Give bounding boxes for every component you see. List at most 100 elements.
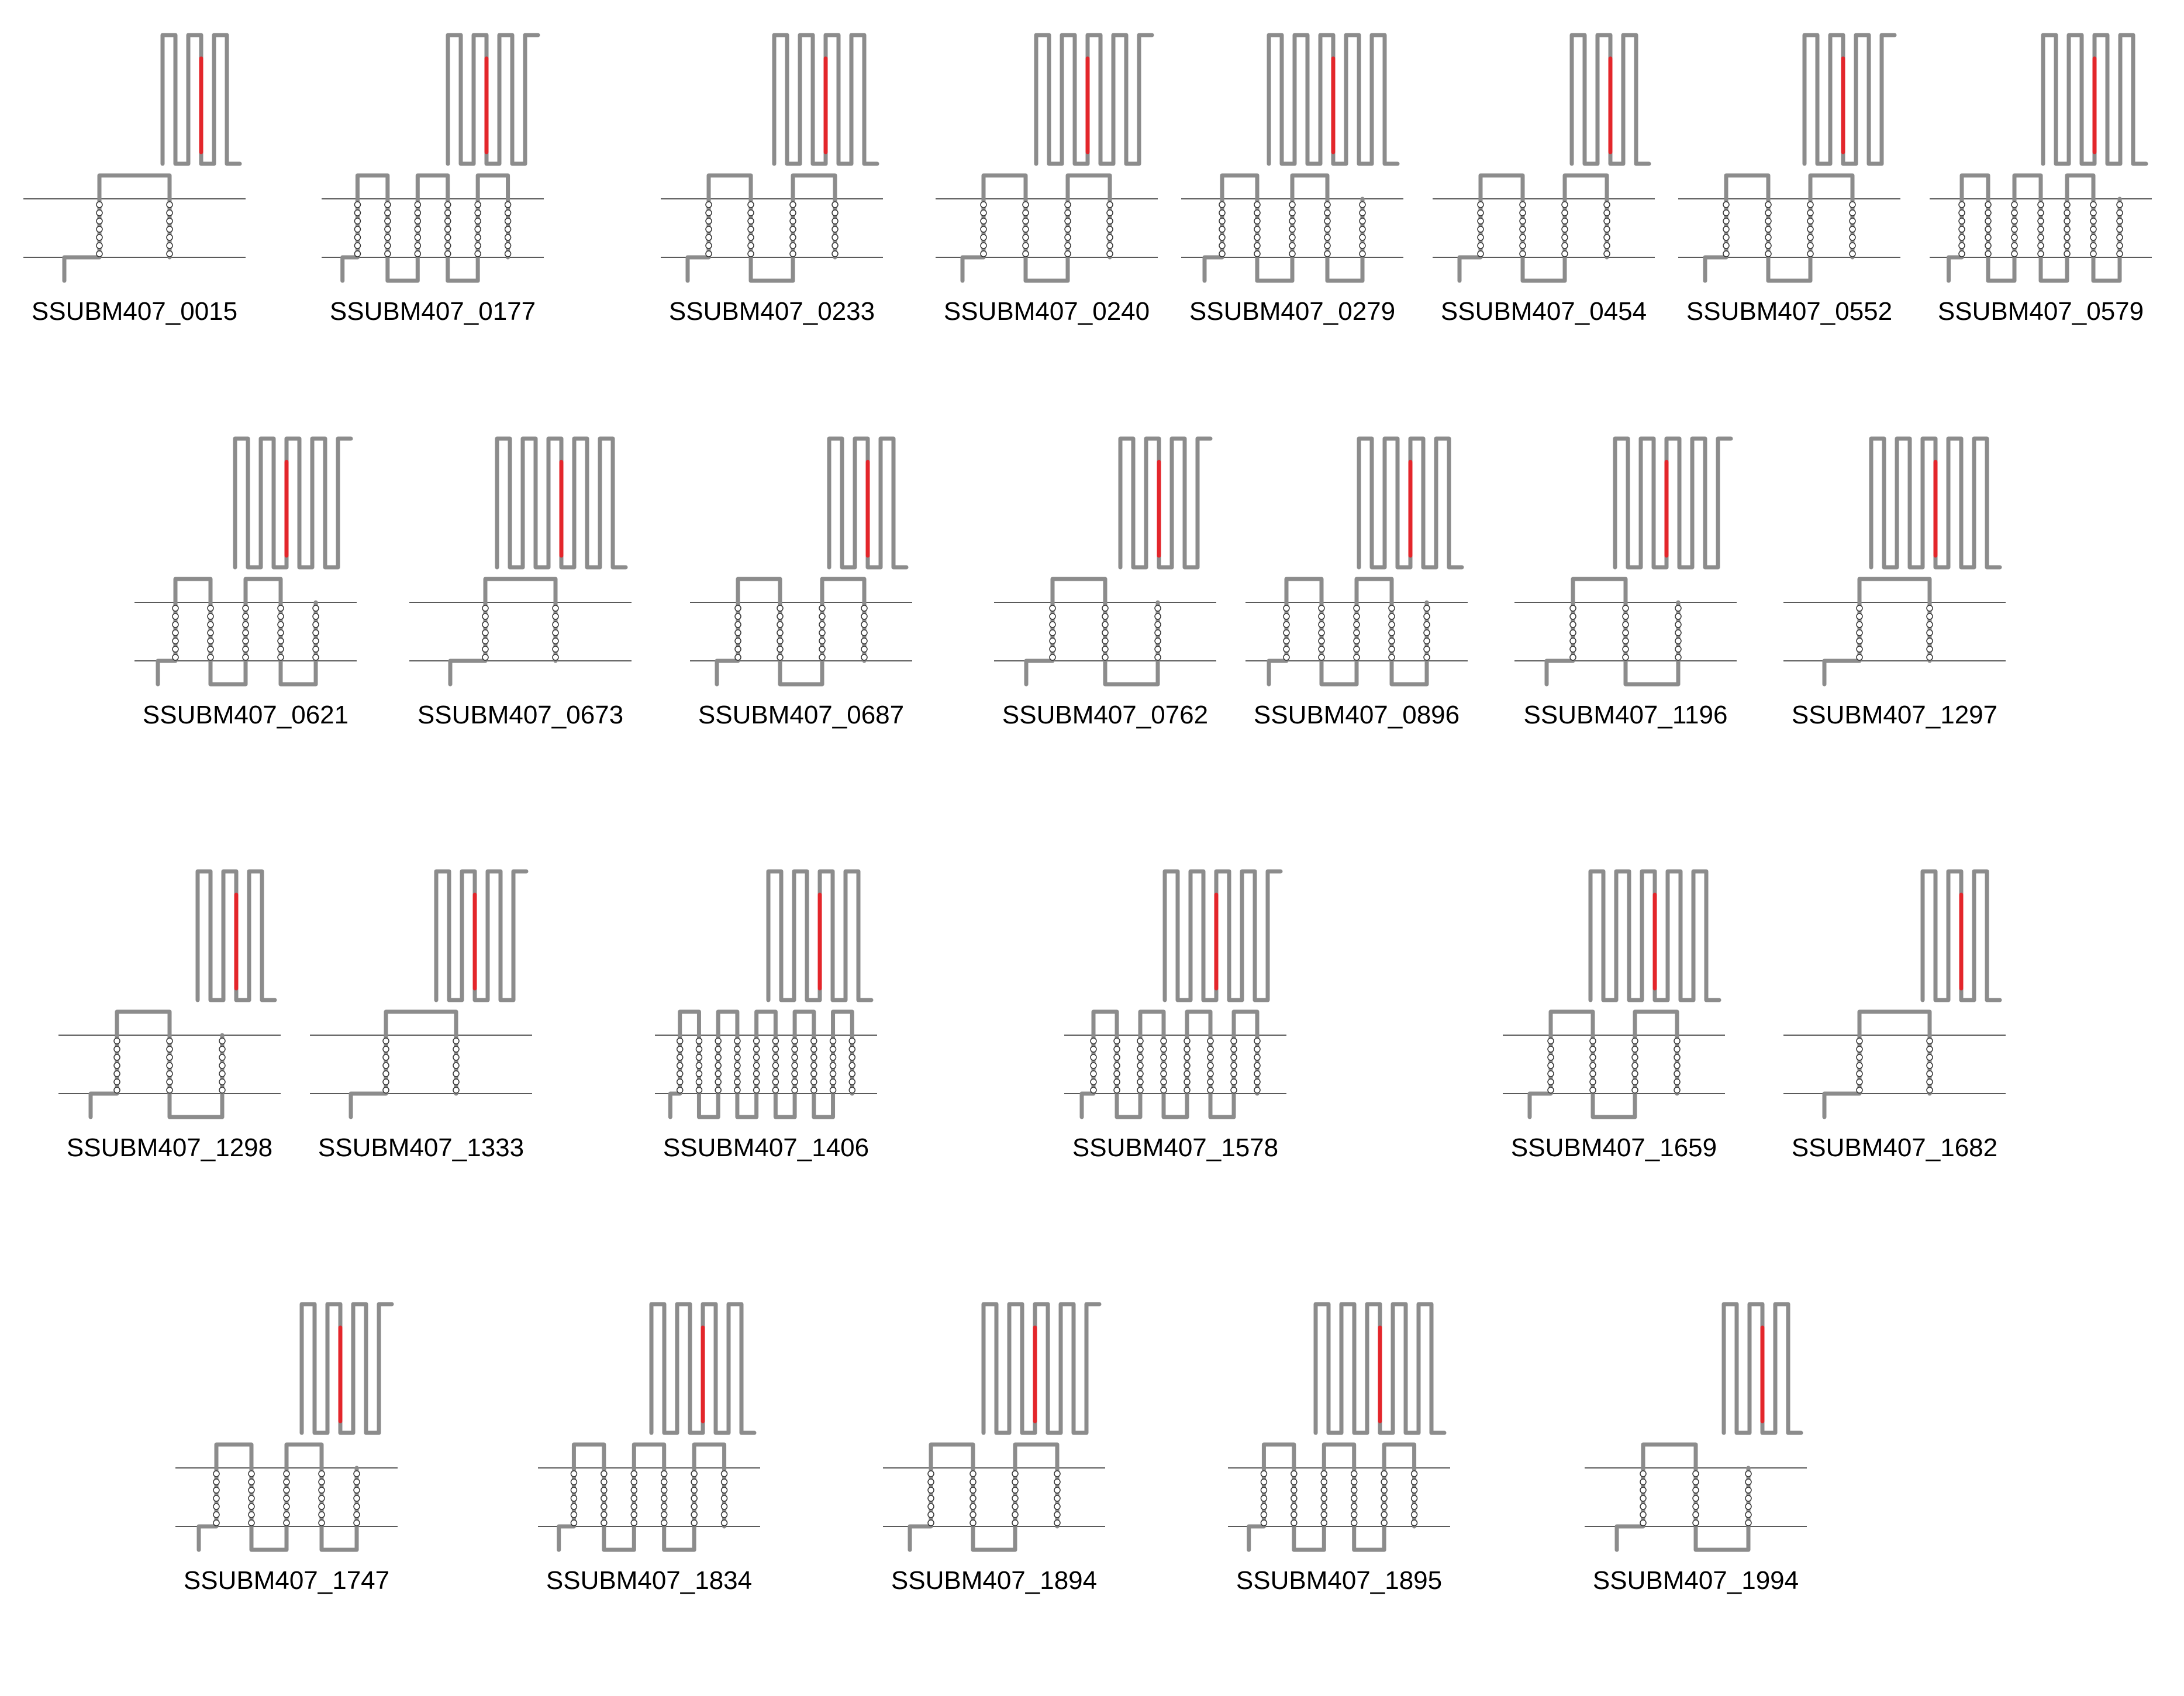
residue-bead bbox=[1849, 234, 1856, 241]
residue-bead bbox=[1054, 1487, 1061, 1494]
residue-bead bbox=[570, 1511, 578, 1518]
residue-bead bbox=[2064, 242, 2071, 249]
residue-bead bbox=[1631, 1070, 1638, 1077]
soluble-domain bbox=[827, 436, 909, 570]
residue-bead bbox=[1640, 1511, 1647, 1518]
residue-bead bbox=[382, 1037, 389, 1045]
residue-bead bbox=[1856, 1087, 1863, 1094]
residue-bead bbox=[1569, 605, 1576, 612]
residue-bead bbox=[312, 605, 319, 612]
residue-bead bbox=[384, 250, 391, 257]
residue-bead bbox=[1849, 226, 1856, 233]
residue-bead bbox=[791, 1046, 798, 1053]
residue-bead bbox=[248, 1519, 255, 1526]
residue-bead bbox=[1631, 1046, 1638, 1053]
residue-bead bbox=[630, 1487, 638, 1494]
residue-bead bbox=[1745, 1495, 1752, 1502]
residue-bead bbox=[660, 1503, 668, 1510]
residue-bead bbox=[283, 1478, 290, 1485]
residue-bead bbox=[172, 605, 179, 612]
residue-bead bbox=[1807, 250, 1814, 257]
residue-bead bbox=[1283, 637, 1290, 644]
residue-bead bbox=[113, 1062, 120, 1069]
residue-bead bbox=[570, 1478, 578, 1485]
polypeptide-chain bbox=[1822, 1009, 1932, 1119]
residue-bead bbox=[248, 1470, 255, 1477]
residue-bead bbox=[819, 646, 826, 653]
residue-bead bbox=[819, 637, 826, 644]
topology-diagram bbox=[655, 869, 877, 1119]
residue-bead bbox=[2090, 226, 2097, 233]
residue-bead bbox=[810, 1037, 817, 1045]
residue-bead bbox=[1985, 209, 1992, 216]
residue-bead bbox=[1254, 1054, 1261, 1061]
residue-bead bbox=[829, 1054, 837, 1061]
residue-bead bbox=[166, 1062, 173, 1069]
residue-bead bbox=[1283, 646, 1290, 653]
residue-bead bbox=[1640, 1503, 1647, 1510]
residue-bead bbox=[1049, 629, 1056, 636]
residue-bead bbox=[1291, 1487, 1298, 1494]
topology-panel: SSUBM407_1747 bbox=[170, 1292, 403, 1597]
residue-bead bbox=[1477, 234, 1484, 241]
residue-bead bbox=[1674, 1087, 1681, 1094]
residue-bead bbox=[1519, 201, 1526, 208]
residue-bead bbox=[213, 1503, 220, 1510]
residue-bead bbox=[969, 1470, 977, 1477]
residue-bead bbox=[1350, 1519, 1358, 1526]
residue-bead bbox=[1692, 1495, 1699, 1502]
residue-bead bbox=[810, 1046, 817, 1053]
topology-panel: SSUBM407_0454 bbox=[1427, 23, 1661, 328]
residue-bead bbox=[248, 1511, 255, 1518]
panel-label: SSUBM407_0015 bbox=[31, 297, 238, 326]
topology-panel: SSUBM407_1659 bbox=[1497, 860, 1731, 1164]
residue-bead bbox=[1350, 1503, 1358, 1510]
polypeptide-chain bbox=[340, 173, 510, 283]
soluble-domain bbox=[299, 1302, 394, 1435]
residue-bead bbox=[676, 1054, 684, 1061]
residue-bead bbox=[660, 1487, 668, 1494]
residue-bead bbox=[1049, 605, 1056, 612]
residue-bead bbox=[1289, 218, 1296, 225]
residue-bead bbox=[1569, 621, 1576, 628]
residue-bead bbox=[1283, 654, 1290, 661]
polypeptide-chain bbox=[1247, 1442, 1417, 1552]
residue-bead bbox=[969, 1478, 977, 1485]
residue-bead bbox=[1569, 613, 1576, 620]
residue-bead bbox=[676, 1070, 684, 1077]
residue-bead bbox=[969, 1487, 977, 1494]
residue-bead bbox=[1359, 226, 1366, 233]
residue-bead bbox=[1388, 605, 1395, 612]
residue-bead bbox=[1184, 1078, 1191, 1085]
polypeptide-chain bbox=[1614, 1442, 1751, 1552]
residue-bead bbox=[248, 1478, 255, 1485]
residue-bead bbox=[1260, 1503, 1268, 1510]
residue-bead bbox=[1230, 1037, 1237, 1045]
residue-bead bbox=[1254, 226, 1261, 233]
residue-bead bbox=[1320, 1495, 1328, 1502]
residue-bead bbox=[2090, 201, 2097, 208]
polypeptide-chain bbox=[1079, 1009, 1260, 1119]
topology-diagram bbox=[409, 436, 632, 687]
residue-bead bbox=[1519, 226, 1526, 233]
residue-bead bbox=[1692, 1470, 1699, 1477]
soluble-domain bbox=[446, 33, 540, 166]
residue-bead bbox=[1723, 234, 1730, 241]
residue-bead bbox=[1561, 209, 1568, 216]
residue-bead bbox=[1207, 1054, 1214, 1061]
residue-bead bbox=[1137, 1070, 1144, 1077]
residue-bead bbox=[715, 1087, 722, 1094]
residue-bead bbox=[1477, 209, 1484, 216]
residue-bead bbox=[1477, 201, 1484, 208]
residue-bead bbox=[1320, 1511, 1328, 1518]
residue-bead bbox=[734, 1087, 741, 1094]
residue-bead bbox=[248, 1487, 255, 1494]
residue-bead bbox=[353, 1478, 360, 1485]
residue-bead bbox=[312, 629, 319, 636]
residue-bead bbox=[747, 242, 754, 249]
residue-bead bbox=[1674, 1078, 1681, 1085]
residue-bead bbox=[277, 637, 284, 644]
residue-bead bbox=[242, 621, 249, 628]
residue-bead bbox=[96, 218, 103, 225]
